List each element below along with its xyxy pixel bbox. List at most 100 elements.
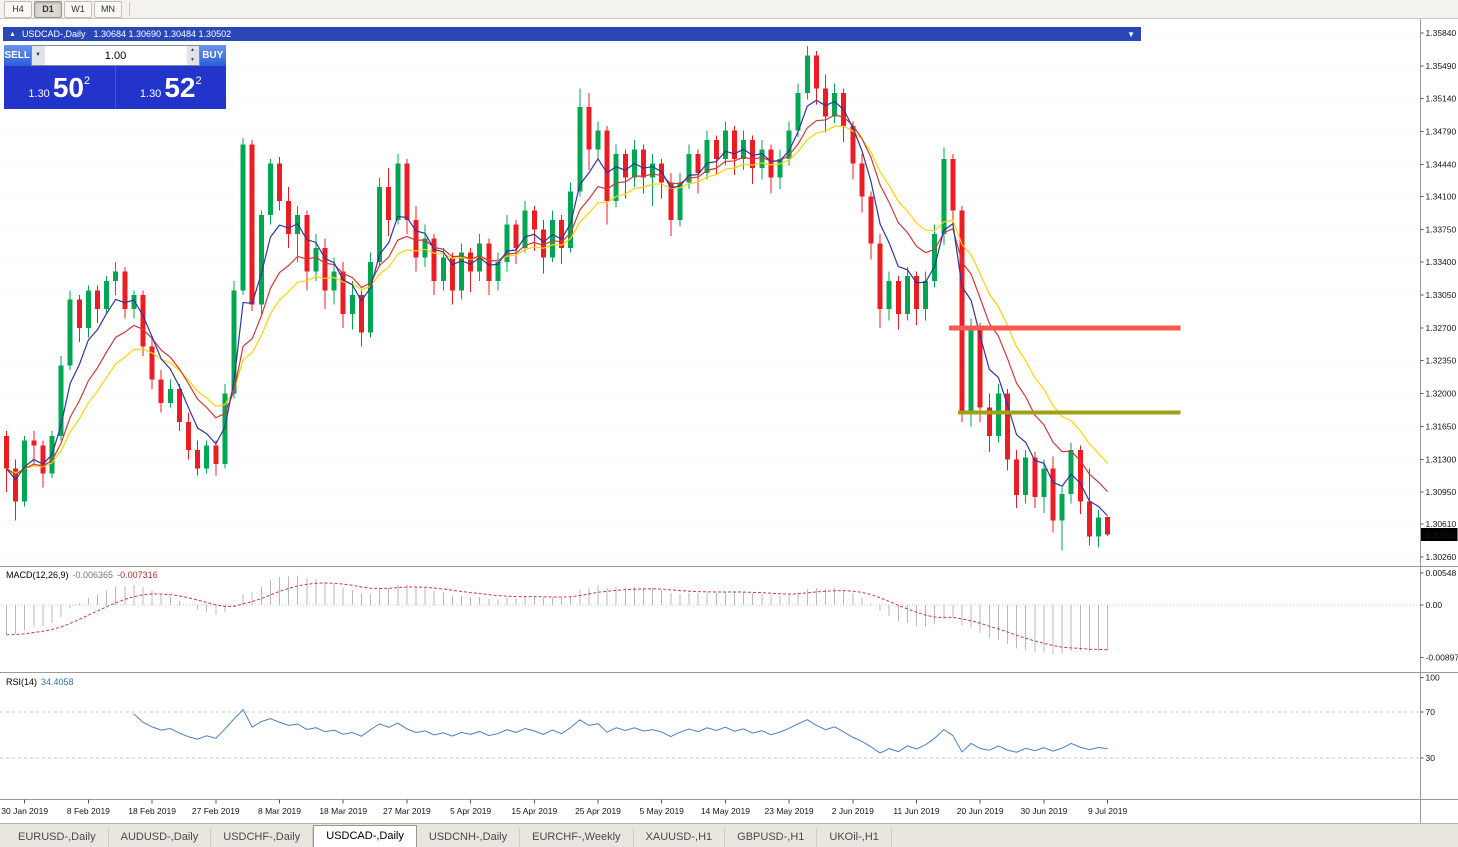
rsi-scale-label: 100 (1426, 673, 1440, 683)
timeframe-toolbar: H4 D1 W1 MN (0, 0, 1458, 19)
sell-price[interactable]: 1.30 50 2 (4, 66, 115, 109)
moving-averages-layer (6, 99, 1109, 517)
sell-price-sup: 2 (83, 74, 91, 87)
date-tick-label: 2 Jun 2019 (832, 806, 874, 816)
date-tick-label: 5 May 2019 (639, 806, 684, 816)
macd-label: MACD(12,26,9) -0.006365 -0.007316 (6, 570, 158, 580)
ohlc-values: 1.30684 1.30690 1.30484 1.30502 (93, 29, 232, 39)
price-tick-label: 1.32700 (1426, 323, 1457, 333)
buy-price-small: 1.30 (139, 87, 162, 100)
rsi-pane (0, 708, 1421, 759)
pane-separators (0, 19, 1458, 823)
buy-price[interactable]: 1.30 52 2 (114, 66, 227, 109)
timeframe-button-h4[interactable]: H4 (4, 0, 32, 18)
price-tick-label: 1.32000 (1426, 389, 1457, 399)
date-tick-label: 18 Mar 2019 (319, 806, 367, 816)
chart-tab-gbpusd-h1[interactable]: GBPUSD-,H1 (725, 828, 818, 847)
rsi-label: RSI(14) 34.4058 (6, 677, 74, 687)
chart-tab-audusd-daily[interactable]: AUDUSD-,Daily (109, 828, 212, 847)
date-tick-label: 8 Feb 2019 (67, 806, 110, 816)
price-tick-label: 1.30610 (1426, 519, 1457, 529)
rsi-line (133, 708, 1108, 754)
price-tick-label: 1.33050 (1426, 290, 1457, 300)
date-tick-label: 30 Jan 2019 (1, 806, 48, 816)
date-tick-label: 30 Jun 2019 (1021, 806, 1068, 816)
macd-main-value: -0.006365 (72, 570, 114, 580)
macd-name: MACD(12,26,9) (6, 570, 69, 580)
symbol-period-label: USDCAD-,Daily (21, 29, 86, 39)
date-tick-label: 20 Jun 2019 (957, 806, 1004, 816)
ma-mid-red-line (6, 114, 1109, 493)
chart-title-bar: ▲ USDCAD-,Daily 1.30684 1.30690 1.30484 1… (3, 27, 1141, 41)
rsi-scale-label: 70 (1426, 707, 1436, 717)
sell-price-small: 1.30 (28, 87, 50, 100)
date-tick-label: 14 May 2019 (701, 806, 750, 816)
date-tick-label: 18 Feb 2019 (128, 806, 176, 816)
volume-dropdown-icon[interactable]: ▼ (31, 46, 45, 65)
chart-tab-usdcad-daily[interactable]: USDCAD-,Daily (313, 825, 417, 847)
price-tick-label: 1.34440 (1426, 159, 1457, 169)
date-tick-label: 5 Apr 2019 (450, 806, 491, 816)
timeframe-button-d1[interactable]: D1 (34, 0, 62, 18)
date-tick-label: 27 Feb 2019 (192, 806, 240, 816)
horizontal-lines (948, 325, 1181, 415)
macd-signal-line (6, 582, 1108, 651)
chart-tab-usdcnh-daily[interactable]: USDCNH-,Daily (417, 828, 521, 847)
sell-button[interactable]: SELL (4, 45, 31, 66)
ma-slow-yellow-line (6, 125, 1109, 474)
toolbar-separator (129, 2, 130, 16)
volume-decrease-icon[interactable]: ▼ (186, 55, 199, 65)
volume-input[interactable] (44, 46, 187, 65)
macd-scale-label: 0.00 (1426, 600, 1443, 610)
price-tick-label: 1.30950 (1426, 487, 1457, 497)
price-tick-label: 1.35490 (1426, 61, 1457, 71)
date-tick-label: 8 Mar 2019 (258, 806, 301, 816)
current-price-badge (1421, 527, 1458, 541)
price-tick-label: 1.34790 (1426, 127, 1457, 137)
subwindow-expand-icon[interactable]: ▲ (9, 30, 16, 38)
price-chart-canvas[interactable]: 1.35840 1.35490 1.35140 1.34790 1.34440 1.341… (0, 19, 1458, 823)
chart-tab-bar: EURUSD-,Daily AUDUSD-,Daily USDCHF-,Daily U… (0, 823, 1458, 847)
price-tick-label: 1.31650 (1426, 421, 1457, 431)
date-tick-label: 9 Jul 2019 (1088, 806, 1127, 816)
macd-scale-label: -0.00897 (1426, 652, 1458, 662)
rsi-scale-label: 30 (1426, 753, 1436, 763)
chart-tab-eurusd-daily[interactable]: EURUSD-,Daily (6, 828, 109, 847)
chart-tab-xauusd-h1[interactable]: XAUUSD-,H1 (634, 828, 726, 847)
buy-button[interactable]: BUY (199, 45, 226, 66)
chart-tab-ukoil-h1[interactable]: UKOil-,H1 (817, 828, 892, 847)
macd-pane (0, 575, 1421, 655)
candles-layer (4, 46, 1111, 551)
macd-signal (6, 582, 1108, 651)
one-click-trading-widget: SELL ▼ ▲ ▼ BUY 1.30 50 2 1.30 52 2 (4, 45, 226, 109)
chart-tab-eurchf-weekly[interactable]: EURCHF-,Weekly (520, 828, 634, 847)
timeframe-button-w1[interactable]: W1 (64, 0, 92, 18)
macd-scale-label: 0.00548 (1426, 568, 1457, 578)
volume-spinner: ▲ ▼ (186, 46, 199, 65)
price-tick-label: 1.35840 (1426, 28, 1457, 38)
price-tick-label: 1.33750 (1426, 224, 1457, 234)
buy-price-big: 52 (164, 71, 196, 103)
chart-tab-usdchf-daily[interactable]: USDCHF-,Daily (211, 828, 314, 847)
date-tick-label: 15 Apr 2019 (511, 806, 557, 816)
timeframe-button-mn[interactable]: MN (94, 0, 122, 18)
price-tick-label: 1.31300 (1426, 454, 1457, 464)
rsi-value: 34.4058 (41, 677, 74, 687)
sell-price-big: 50 (52, 71, 84, 103)
macd-signal-value: -0.007316 (117, 570, 158, 580)
one-click-collapse-icon[interactable]: ▼ (1127, 29, 1135, 39)
price-tick-label: 1.32350 (1426, 356, 1457, 366)
price-tick-label: 1.35140 (1426, 94, 1457, 104)
date-tick-label: 27 Mar 2019 (383, 806, 431, 816)
volume-increase-icon[interactable]: ▲ (186, 46, 199, 56)
price-gridlines (0, 32, 1421, 558)
time-axis: 30 Jan 2019 8 Feb 2019 18 Feb 2019 27 Feb 2… (1, 799, 1127, 816)
chart-title: USDCAD-,Daily 1.30684 1.30690 1.30484 1.3… (22, 29, 231, 39)
date-tick-label: 11 Jun 2019 (893, 806, 939, 816)
price-tick-label: 1.30260 (1426, 552, 1457, 562)
current-price-label: 1.30502 (1426, 530, 1457, 540)
date-tick-label: 23 May 2019 (765, 806, 814, 816)
price-tick-label: 1.33400 (1426, 257, 1457, 267)
rsi-name: RSI(14) (6, 677, 38, 687)
